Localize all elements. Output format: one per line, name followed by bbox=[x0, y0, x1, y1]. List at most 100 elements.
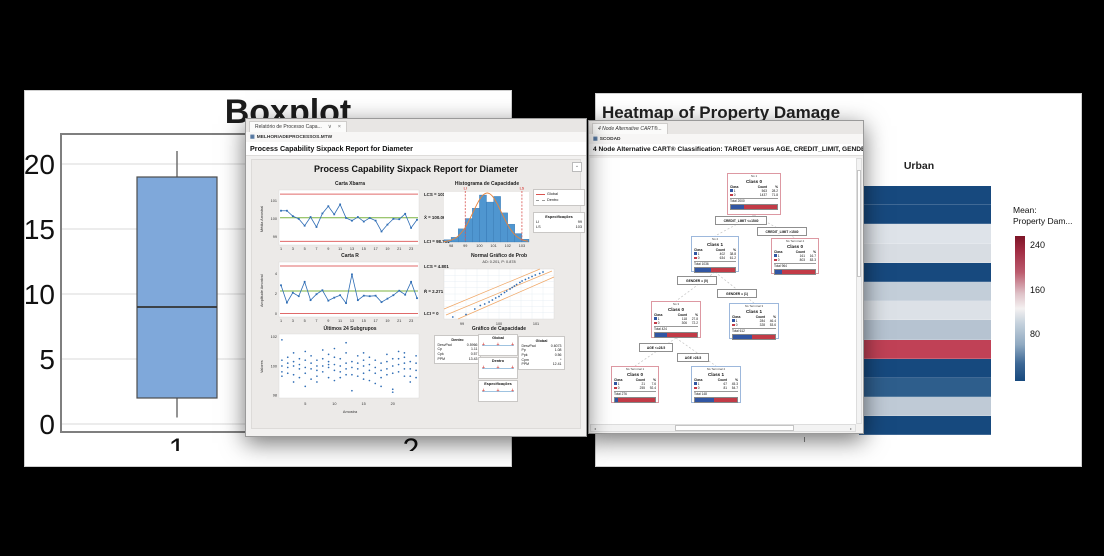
tree-node-1[interactable]: Nó 1 Class 0 Class Count% 1 563 28.2 0 1437 71.8 T… bbox=[727, 173, 781, 215]
tree-terminal-3[interactable]: Nó Terminal 3 Class 1 Class Count% 1 284 46.4 0… bbox=[729, 303, 779, 340]
legend-tick-label: 160 bbox=[1030, 285, 1046, 295]
rchart-title: Carta R bbox=[341, 253, 359, 259]
node-class-bar bbox=[730, 203, 778, 210]
svg-text:2: 2 bbox=[403, 433, 420, 451]
stats-table-title: Global bbox=[535, 338, 548, 343]
probplot-subtitle: AD: 0.201, P: 0.878 bbox=[482, 260, 516, 264]
tree-node-3[interactable]: Nó 3 Class 0 Class Count% 1 118 27.8 0 306 72.2 To… bbox=[651, 301, 701, 338]
tree-terminal-2[interactable]: Nó Terminal 2 Class 1 Class Count% 1 67 45.3 0 8… bbox=[691, 366, 741, 403]
node-table-header: Class Count% bbox=[654, 312, 698, 317]
node-subtitle: Nó 3 bbox=[672, 302, 680, 306]
svg-text:11: 11 bbox=[338, 319, 342, 323]
sixpack-tab-label: Relatório de Processo Capa... bbox=[255, 124, 322, 130]
heatmap-cell bbox=[859, 281, 991, 302]
interval-line: + + + bbox=[482, 388, 514, 395]
svg-text:20: 20 bbox=[391, 402, 395, 406]
stats-row: Pp 1.08 bbox=[521, 348, 562, 353]
split-rule-2: GENDER = (0) bbox=[677, 276, 717, 285]
svg-text:5: 5 bbox=[304, 402, 306, 406]
svg-text:10: 10 bbox=[332, 402, 336, 406]
svg-text:5: 5 bbox=[304, 319, 306, 323]
rchart-ucl-label: LCS = 4.801 bbox=[424, 264, 449, 269]
heatmap-column-header: Urban bbox=[903, 160, 935, 172]
interval-plot-especificações: Especificações + + + bbox=[478, 380, 518, 402]
normal-probability-plot: 99 100 101 bbox=[443, 268, 555, 326]
vscrollbar-thumb[interactable] bbox=[857, 169, 861, 278]
svg-text:15: 15 bbox=[362, 319, 366, 323]
node-class-row: 0 1437 71.8 bbox=[730, 193, 778, 197]
svg-text:101: 101 bbox=[533, 322, 539, 326]
sixpack-report-header: Process Capability Sixpack Report for Di… bbox=[246, 142, 586, 156]
node-class-row: 1 118 27.8 bbox=[654, 317, 698, 321]
heatmap-cell bbox=[859, 262, 991, 282]
tree-terminal-4[interactable]: Nó Terminal 4 Class 0 Class Count% 1 161 16.7 0… bbox=[771, 238, 819, 275]
scroll-down-icon[interactable]: ⌄ bbox=[572, 162, 582, 172]
node-class-bar bbox=[654, 331, 698, 338]
interval-line: + + + bbox=[482, 365, 514, 372]
vertical-scrollbar[interactable] bbox=[856, 158, 862, 424]
hist-title: Histograma de Capacidade bbox=[454, 181, 520, 187]
node-total-row: Total 276 bbox=[614, 390, 656, 396]
svg-text:100: 100 bbox=[271, 217, 277, 221]
sixpack-window: Relatório de Processo Capa... ∨ × ▦ MELH… bbox=[245, 118, 587, 437]
xbar-lcl-label: LCI = 98.751 bbox=[424, 239, 450, 244]
heatmap-cell bbox=[859, 358, 991, 378]
svg-text:3: 3 bbox=[292, 319, 294, 323]
node-class-row: 0 81 54.7 bbox=[694, 386, 738, 390]
sixpack-tab[interactable]: Relatório de Processo Capa... ∨ × bbox=[249, 121, 347, 132]
rchart-center-label: R̄ = 2.271 bbox=[424, 289, 444, 294]
node-table-header: Class Count% bbox=[614, 377, 656, 382]
svg-text:11: 11 bbox=[338, 247, 342, 251]
last24-ylabel: Valores bbox=[260, 360, 264, 374]
global-line-swatch bbox=[536, 194, 545, 196]
heatmap-cell bbox=[859, 205, 991, 225]
worksheet-icon: ▦ bbox=[250, 133, 255, 140]
heatmap-cell bbox=[859, 301, 991, 321]
scroll-right-icon[interactable]: ▸ bbox=[847, 425, 855, 431]
node-table-header: Class Count% bbox=[774, 249, 816, 254]
node-class-row: 1 563 28.2 bbox=[730, 189, 778, 193]
cart-tab[interactable]: 4 Node Alternative CART®... bbox=[592, 123, 668, 134]
heatmap-axis-tick bbox=[804, 437, 805, 442]
node-total-row: Total 612 bbox=[732, 327, 776, 333]
node-class-bar bbox=[732, 333, 776, 340]
capability-histogram: LI LS 98 99 100 101 102 103 bbox=[443, 187, 530, 248]
tree-node-2[interactable]: Nó 2 Class 1 Class Count% 1 402 38.8 0 634 61.2 To… bbox=[691, 236, 739, 273]
tab-close-icon[interactable]: × bbox=[337, 124, 341, 130]
node-subtitle: Nó Terminal 2 bbox=[706, 367, 726, 371]
node-total-row: Total 2000 bbox=[730, 197, 778, 203]
stats-row: PPM 12.41 bbox=[521, 362, 562, 367]
node-class-row: 1 21 7.6 bbox=[614, 382, 656, 386]
heatmap-cell bbox=[859, 320, 991, 340]
heatmap-cell bbox=[859, 416, 991, 436]
legend-dentro-label: Dentro bbox=[547, 197, 559, 202]
svg-text:21: 21 bbox=[397, 247, 401, 251]
stats-row: PPM 13.43 bbox=[437, 356, 478, 361]
legend-global-label: Global bbox=[547, 192, 558, 196]
tab-dropdown-icon[interactable]: ∨ bbox=[327, 124, 332, 130]
svg-text:101: 101 bbox=[490, 244, 496, 248]
specs-box: Especificações LI 99 LS 103 bbox=[533, 212, 585, 234]
spec-li-value: 99 bbox=[577, 220, 582, 224]
tree-terminal-1[interactable]: Nó Terminal 1 Class 0 Class Count% 1 21 7.6 0 25… bbox=[611, 366, 659, 403]
node-class-row: 0 634 61.2 bbox=[694, 256, 736, 260]
horizontal-scrollbar[interactable]: ◂ ▸ bbox=[590, 424, 856, 432]
last24-xlabel: Amostra bbox=[342, 410, 358, 414]
node-class-label: Class 0 bbox=[626, 371, 644, 377]
svg-text:100: 100 bbox=[496, 322, 502, 326]
svg-text:17: 17 bbox=[373, 247, 377, 251]
svg-text:3: 3 bbox=[292, 247, 294, 251]
cart-report-header: 4 Node Alternative CART® Classification:… bbox=[589, 144, 863, 156]
svg-text:9: 9 bbox=[327, 247, 329, 251]
scrollbar-thumb[interactable] bbox=[675, 425, 794, 431]
sixpack-tab-bar: Relatório de Processo Capa... ∨ × bbox=[246, 119, 586, 133]
stats-table-title: Dentro bbox=[451, 337, 464, 342]
scroll-left-icon[interactable]: ◂ bbox=[591, 425, 599, 431]
spec-ls-value: 103 bbox=[575, 225, 582, 230]
xbar-ylabel: Média Amostral bbox=[260, 205, 264, 233]
heatmap-cell bbox=[859, 243, 991, 263]
svg-text:1: 1 bbox=[280, 319, 282, 323]
svg-text:4: 4 bbox=[275, 272, 277, 276]
